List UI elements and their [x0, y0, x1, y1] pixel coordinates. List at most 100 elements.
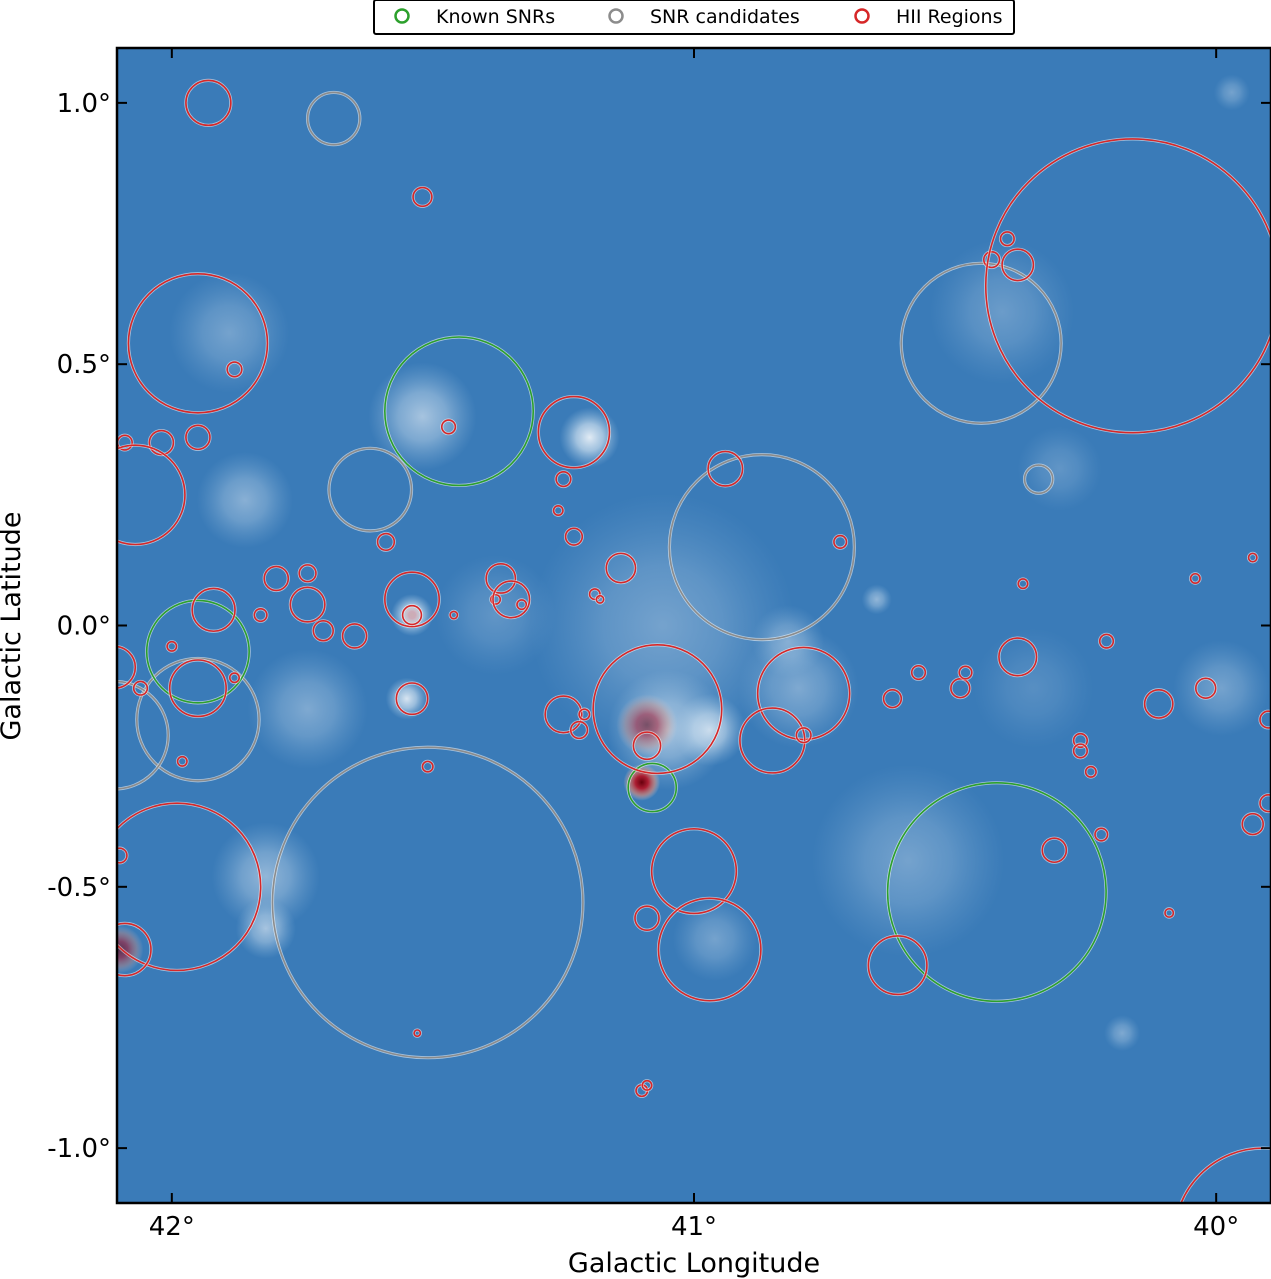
x-tick-label: 42°: [149, 1212, 195, 1242]
hii-regions-circle: [656, 896, 763, 1003]
hii-regions-circle: [117, 443, 187, 547]
emission-feature: [235, 898, 296, 959]
hii-regions-circle: [394, 681, 430, 716]
snr-candidates-circle: [117, 679, 170, 791]
x-axis-label: Galactic Longitude: [568, 1248, 820, 1279]
emission-feature: [973, 628, 1094, 749]
emission-feature: [1173, 640, 1270, 737]
hii-regions-circle: [706, 449, 745, 488]
hii-regions-circle: [957, 664, 974, 681]
hii-regions-circle: [1016, 577, 1030, 590]
emission-feature: [169, 272, 290, 393]
hii-regions-circle: [650, 827, 738, 916]
legend: Known SNRs SNR candidates HII Regions: [373, 0, 1015, 35]
y-tick-label: 0.0°: [57, 612, 111, 642]
hii-regions-circle: [184, 423, 212, 451]
hii-regions-circle: [982, 250, 1002, 270]
snr-candidates-circle: [1022, 463, 1055, 495]
emission-feature: [368, 362, 477, 471]
hii-regions-circle: [515, 598, 528, 611]
hii-regions-circle: [1040, 836, 1068, 864]
hii-regions-circle: [448, 609, 460, 621]
hii-regions-circle: [866, 934, 929, 997]
known-snrs-circle: [626, 761, 678, 814]
emission-feature: [1017, 426, 1102, 511]
known-snrs-circle: [383, 335, 535, 488]
hii-regions-circle: [1163, 907, 1175, 919]
x-tick-label: 40°: [1193, 1212, 1239, 1242]
hii-regions-circle: [262, 564, 290, 593]
hii-regions-circle: [1143, 688, 1175, 720]
legend-item-snr-candidates: SNR candidates: [608, 6, 800, 28]
hii-regions-circle: [631, 730, 663, 761]
hii-regions-circle: [340, 622, 369, 650]
legend-box: [373, 0, 1015, 35]
y-tick-label: 1.0°: [57, 89, 111, 119]
hii-regions-circle: [383, 570, 441, 629]
emission-hotspot: [616, 694, 678, 756]
hii-regions-circle: [591, 643, 724, 776]
hii-regions-circle: [117, 801, 263, 973]
hii-regions-circle: [543, 694, 584, 735]
hii-regions-circle: [998, 230, 1016, 248]
hii-regions-circle: [484, 562, 518, 595]
hii-regions-circle: [640, 1079, 654, 1092]
hii-regions-circle: [563, 526, 584, 547]
hii-regions-circle: [1194, 676, 1218, 700]
hii-regions-circle: [1093, 826, 1110, 843]
snr-candidates-circle: [667, 453, 856, 642]
hii-regions-circle: [252, 607, 269, 623]
hii-regions-circle: [554, 470, 573, 489]
legend-label: HII Regions: [896, 6, 1002, 28]
x-tick-label: 41°: [671, 1212, 717, 1242]
hii-regions-circle: [1240, 812, 1265, 837]
snr-candidates-circle: [899, 261, 1063, 425]
plot-area: [115, 46, 1271, 1205]
hii-regions-circle: [147, 428, 176, 457]
hii-regions-circle: [375, 531, 396, 552]
hii-regions-circle: [412, 1028, 422, 1038]
hii-regions-circle: [190, 586, 237, 633]
hii-regions-circle: [288, 585, 327, 624]
known-snrs-circle: [145, 598, 251, 705]
hii-regions-circle: [881, 688, 903, 710]
legend-label: Known SNRs: [436, 6, 555, 28]
region-circles: [117, 78, 1271, 1203]
hii-regions-circle: [1188, 572, 1202, 585]
hii-regions-circle: [1072, 732, 1089, 749]
y-axis: 1.0° 0.5° 0.0° -0.5° -1.0°: [47, 89, 1271, 1164]
legend-marker: [394, 8, 410, 24]
hii-regions-circle: [794, 726, 813, 745]
y-tick-label: -0.5°: [47, 873, 111, 903]
hii-regions-circle: [440, 418, 457, 436]
emission-feature: [861, 584, 892, 615]
legend-label: SNR candidates: [650, 6, 800, 28]
emission-feature: [196, 451, 294, 549]
hii-regions-circle: [311, 619, 335, 643]
hii-regions-circle: [225, 360, 244, 379]
known-snrs-circle: [886, 781, 1108, 1003]
hii-regions-circle: [1072, 742, 1089, 760]
hii-regions-circle: [1258, 709, 1271, 730]
hii-regions-circle: [132, 679, 149, 697]
emission-features: [169, 74, 1270, 1052]
hii-regions-circle: [117, 846, 129, 865]
hii-regions-circle: [984, 137, 1271, 435]
hii-regions-circle: [489, 593, 502, 606]
legend-item-hii-regions: HII Regions: [854, 6, 1002, 28]
emission-feature: [247, 649, 368, 770]
emission-feature: [385, 677, 428, 720]
hii-regions-circle: [168, 658, 228, 719]
x-axis: 42° 41° 40°: [149, 48, 1239, 1242]
emission-feature: [1213, 74, 1250, 111]
emission-hotspot: [401, 604, 423, 626]
hii-regions-circle: [997, 636, 1039, 678]
hii-regions-circle: [577, 707, 592, 722]
hii-regions-circle: [604, 551, 638, 585]
snr-candidates-circle: [270, 745, 585, 1060]
hii-regions-circle: [551, 504, 565, 517]
hii-regions-circle: [1000, 247, 1036, 283]
emission-feature: [211, 822, 320, 931]
emission-feature: [929, 239, 1075, 385]
hii-regions-circle: [175, 755, 189, 768]
